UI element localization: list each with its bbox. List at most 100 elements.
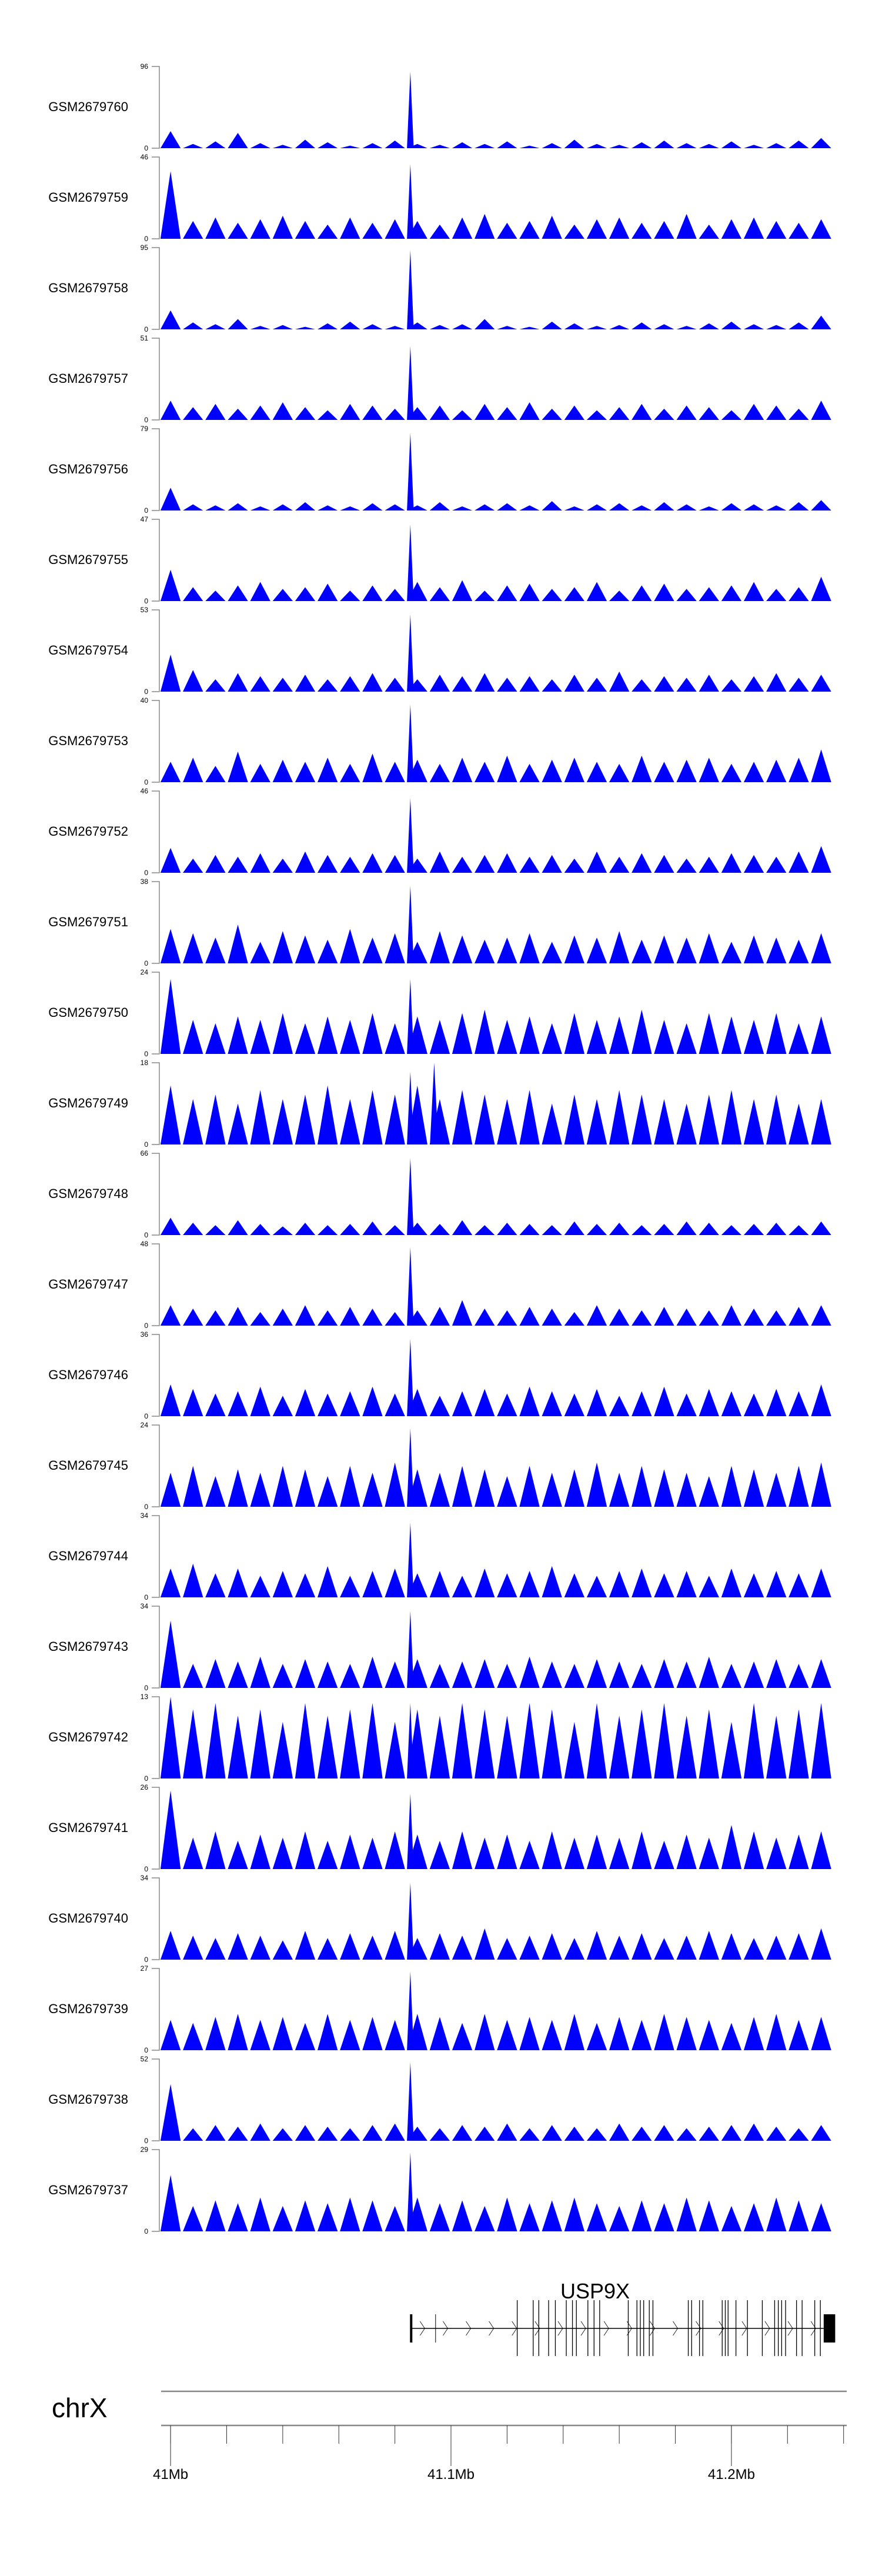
peak-mark [407,704,414,782]
y-axis [152,1424,160,1507]
coverage-mark [632,1391,652,1416]
coverage-mark [205,1393,226,1416]
coverage-mark [654,1469,674,1507]
y-axis [152,609,160,692]
coverage-mark [676,1393,697,1416]
coverage-mark [429,675,450,692]
coverage-mark [699,1576,719,1597]
coverage-mark [475,939,495,963]
coverage-mark [609,1016,630,1054]
peak-mark [407,1793,414,1869]
coverage-mark [676,1571,697,1597]
coverage-mark [205,590,226,601]
coverage-mark [699,587,719,601]
coverage-mark [183,1563,203,1597]
coverage-mark [340,1664,360,1688]
coverage-mark [340,1391,360,1416]
peak-mark [407,433,414,510]
y-zero-tick-label: 0 [144,2137,148,2145]
coverage-mark [475,590,495,601]
coverage-mark [429,224,450,239]
coverage-mark [811,401,831,420]
y-axis [152,972,160,1055]
coverage-mark [743,504,764,510]
y-axis [152,156,160,239]
coverage-mark [250,1834,270,1869]
coverage-mark [295,2200,316,2231]
coverage-mark [519,326,540,329]
coverage-mark [475,1009,495,1054]
coverage-mark [452,1936,473,1960]
gene-exon [721,2300,723,2356]
coverage-mark [766,221,787,239]
gene-exon [576,2300,577,2356]
coverage-mark [654,583,674,601]
coverage-mark [183,858,203,873]
coverage-mark [632,1225,652,1235]
peak-mark [407,1883,414,1960]
y-zero-tick-label: 0 [144,1231,148,1239]
coverage-mark [272,1571,293,1597]
coverage-mark [789,1664,809,1688]
coverage-mark [789,408,809,420]
coverage-mark [654,1307,674,1326]
genome-axis: chrX 41Mb 41.1Mb 41.2Mb [52,2390,847,2482]
coverage-mark [295,762,316,782]
coverage-mark [362,1703,383,1778]
coverage-mark [743,1020,764,1054]
strand-arrow-icon [534,2321,540,2336]
y-zero-tick-label: 0 [144,959,148,967]
coverage-mark [721,1305,742,1326]
strand-arrow-icon [603,2321,609,2336]
coverage-mark [183,587,203,601]
coverage-mark [362,753,383,782]
coverage-mark [632,1095,652,1144]
coverage-mark [586,1462,607,1507]
coverage-mark [385,1930,405,1960]
coverage-mark [586,1703,607,1778]
coverage-mark [564,858,585,873]
coverage-mark [205,1225,226,1235]
strand-arrow-icon [764,2321,770,2336]
coverage-mark [676,1221,697,1235]
coverage-mark [362,2125,383,2141]
coverage-mark [811,2125,831,2141]
coverage-mark [632,2200,652,2231]
coverage-mark [272,678,293,692]
coverage-mark [654,762,674,782]
coverage-mark [160,488,181,510]
coverage-mark [228,2126,248,2141]
coverage-mark [609,325,630,329]
coverage-mark [699,224,719,239]
coverage-mark [385,504,405,510]
coverage-mark [272,504,293,510]
coverage-mark [295,1023,316,1054]
coverage-mark [317,410,338,420]
coverage-mark [542,1309,562,1326]
coverage-mark [272,1396,293,1416]
coverage-mark [317,1716,338,1778]
coverage-mark [183,758,203,782]
coverage-mark [272,1837,293,1869]
coverage-mark [564,224,585,239]
coverage-mark [519,763,540,782]
coverage-mark [586,1020,607,1054]
coverage-mark [362,1936,383,1960]
coverage-mark [228,319,248,329]
strand-arrow-icon [557,2321,563,2336]
coverage-mark [676,1103,697,1144]
coverage-mark [317,2014,338,2050]
coverage-mark [609,145,630,148]
gene-exon [747,2300,748,2356]
y-zero-tick-label: 0 [144,1412,148,1420]
coverage-mark [699,1389,719,1416]
coverage-mark [743,762,764,782]
coverage-mark [205,679,226,692]
coverage-mark [497,2123,517,2141]
coverage-mark [542,1661,562,1688]
coverage-mark [789,587,809,601]
coverage-mark [654,1938,674,1960]
strand-arrow-icon [489,2321,495,2336]
coverage-mark [497,1310,517,1326]
coverage-mark [228,1716,248,1778]
